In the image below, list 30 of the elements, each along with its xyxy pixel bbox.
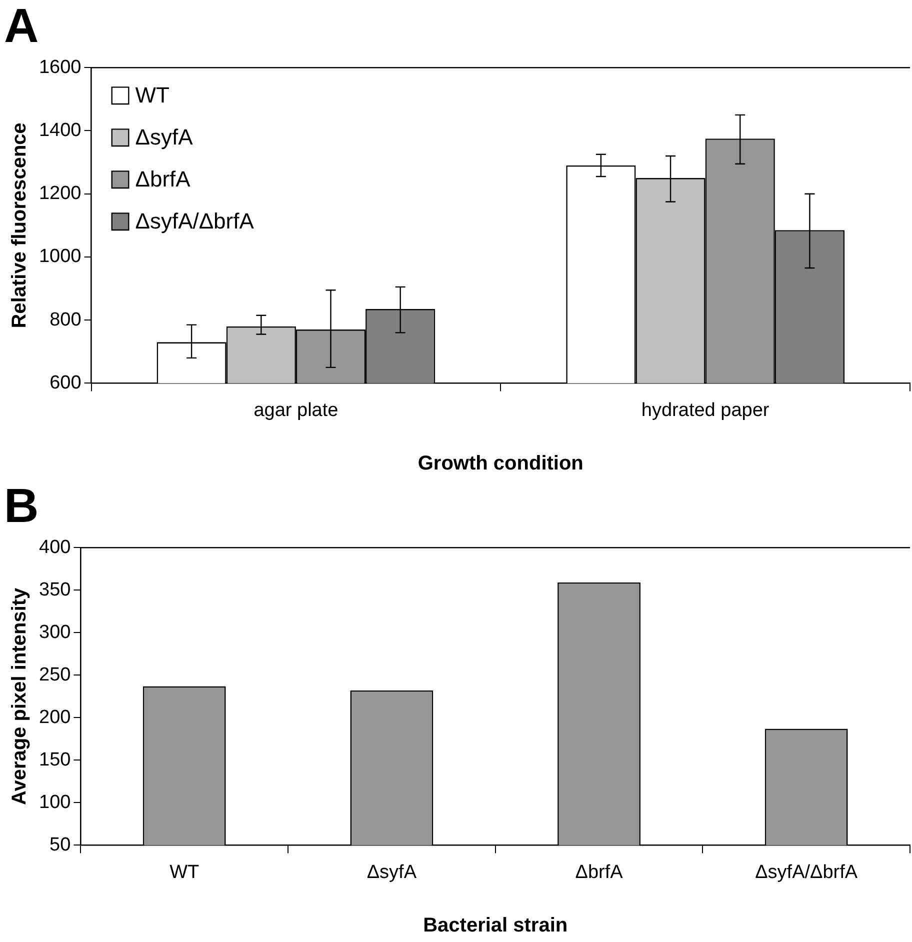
y-tick-label: 600: [50, 372, 82, 394]
y-tick-label: 800: [50, 309, 82, 330]
y-tick-label: 400: [39, 536, 71, 558]
legend-label: WT: [135, 82, 170, 108]
chart-title: B: [4, 480, 39, 534]
y-tick-label: 300: [39, 622, 71, 643]
legend-label: ΔsyfA: [135, 124, 194, 150]
x-tick-label: ΔsyfA/ΔbrfA: [755, 862, 858, 883]
legend-label: ΔbrfA: [135, 166, 191, 192]
y-tick-label: 150: [39, 749, 71, 770]
chart-title: A: [4, 0, 39, 54]
x-tick-label: agar plate: [254, 400, 338, 421]
y-tick-label: 350: [39, 579, 71, 600]
y-tick-label: 1400: [38, 120, 82, 141]
x-axis-title: Growth condition: [418, 452, 584, 475]
y-tick-label: 200: [39, 706, 71, 728]
y-tick-label: 1000: [38, 246, 82, 268]
y-tick-label: 50: [50, 834, 71, 856]
y-tick-label: 250: [39, 664, 71, 686]
x-tick-label: WT: [170, 862, 200, 883]
y-tick-label: 1600: [38, 56, 82, 78]
x-axis-title: Bacterial strain: [423, 914, 568, 937]
y-axis-title: Average pixel intensity: [8, 586, 31, 805]
y-tick-label: 1200: [38, 183, 82, 204]
x-tick-label: hydrated paper: [641, 400, 770, 421]
x-tick-label: ΔsyfA: [366, 862, 417, 883]
y-tick-label: 100: [39, 792, 71, 813]
x-tick-label: ΔbrfA: [575, 862, 624, 883]
legend-label: ΔsyfA/ΔbrfA: [135, 208, 254, 234]
y-axis-title: Relative fluorescence: [8, 122, 31, 328]
